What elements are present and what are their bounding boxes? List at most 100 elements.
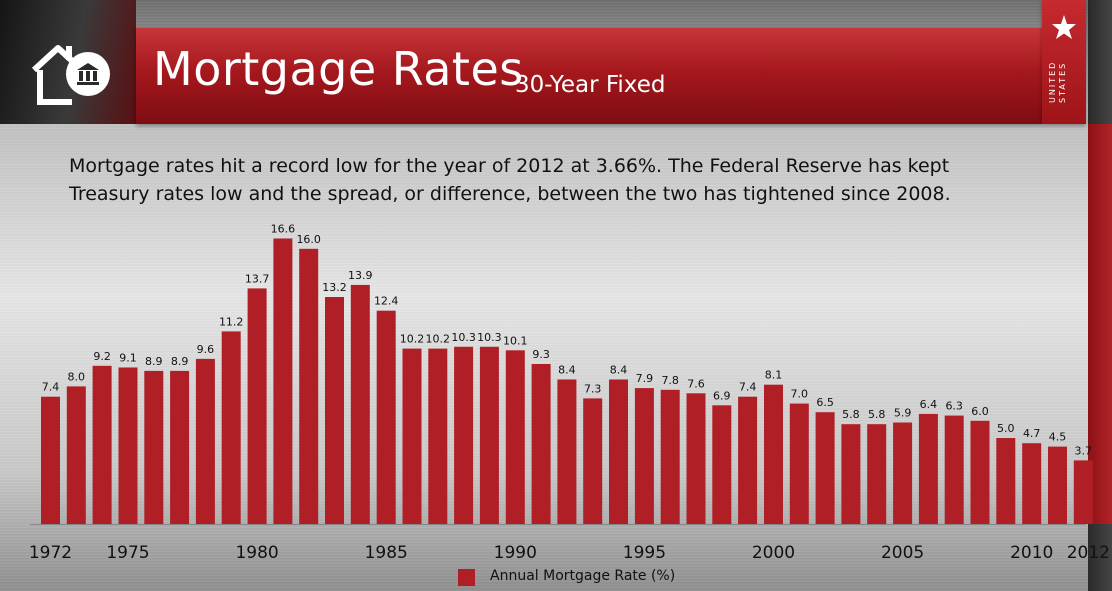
bar-2010 — [1022, 443, 1042, 524]
data-label-1999: 7.4 — [739, 381, 757, 394]
data-label-2009: 5.0 — [997, 422, 1015, 435]
data-label-2001: 7.0 — [791, 388, 809, 401]
bar-1974 — [92, 365, 112, 524]
bar-2009 — [996, 438, 1016, 524]
data-label-1998: 6.9 — [713, 389, 731, 402]
x-tick-label-1985: 1985 — [365, 543, 408, 563]
bar-1991 — [531, 364, 551, 524]
bar-1985 — [376, 310, 396, 524]
bar-1998 — [712, 405, 732, 524]
x-tick-label-1995: 1995 — [623, 543, 666, 563]
bar-1999 — [738, 396, 758, 524]
bar-1990 — [505, 350, 525, 524]
bar-1989 — [479, 346, 499, 524]
data-label-2002: 6.5 — [816, 396, 834, 409]
bar-1973 — [66, 386, 86, 524]
data-label-1974: 9.2 — [93, 350, 111, 363]
bar-1984 — [350, 284, 370, 524]
data-label-1983: 13.2 — [322, 281, 347, 294]
description-line-2: Treasury rates low and the spread, or di… — [69, 183, 951, 205]
bar-2004 — [867, 424, 887, 524]
data-label-1979: 11.2 — [219, 315, 244, 328]
page-subtitle: 30-Year Fixed — [515, 72, 666, 98]
bar-2008 — [970, 420, 990, 524]
description-text: Mortgage rates hit a record low for the … — [69, 152, 1049, 208]
data-label-1990: 10.1 — [503, 334, 528, 347]
data-label-1991: 9.3 — [532, 348, 550, 361]
bar-2012 — [1073, 460, 1093, 524]
bar-1979 — [221, 331, 241, 524]
title-banner — [136, 28, 1042, 124]
bar-2007 — [944, 415, 964, 524]
bar-2003 — [841, 424, 861, 524]
data-label-1994: 8.4 — [610, 364, 628, 377]
bar-1994 — [609, 379, 628, 524]
bar-1981 — [273, 238, 293, 524]
data-label-1972: 7.4 — [42, 381, 60, 394]
x-tick-label-2010: 2010 — [1010, 543, 1053, 563]
bar-1977 — [170, 370, 190, 524]
bar-1980 — [247, 288, 267, 524]
bar-1983 — [325, 297, 344, 524]
data-label-2003: 5.8 — [842, 408, 860, 421]
x-tick-label-2000: 2000 — [752, 543, 795, 563]
bar-2001 — [789, 403, 809, 524]
data-label-1978: 9.6 — [197, 343, 215, 356]
bar-1992 — [557, 379, 577, 524]
bar-1993 — [583, 398, 603, 524]
data-label-2005: 5.9 — [894, 407, 912, 420]
x-tick-label-1972: 1972 — [29, 543, 72, 563]
data-label-1982: 16.0 — [296, 233, 321, 246]
data-label-1985: 12.4 — [374, 295, 399, 308]
bar-1997 — [686, 393, 706, 524]
bar-1982 — [299, 248, 319, 525]
data-label-2010: 4.7 — [1023, 427, 1041, 440]
data-label-2011: 4.5 — [1049, 431, 1067, 444]
data-label-1973: 8.0 — [68, 370, 86, 383]
legend-label: Annual Mortgage Rate (%) — [490, 568, 676, 584]
data-label-1986: 10.2 — [400, 333, 425, 346]
x-tick-label-2012: 2012 — [1067, 543, 1110, 563]
data-label-2012: 3.7 — [1075, 444, 1093, 457]
data-label-2004: 5.8 — [868, 408, 886, 421]
bar-1976 — [144, 370, 164, 524]
legend-swatch — [458, 569, 475, 586]
data-label-2008: 6.0 — [971, 405, 989, 418]
description-line-1: Mortgage rates hit a record low for the … — [69, 155, 950, 177]
data-label-1975: 9.1 — [119, 352, 137, 365]
data-label-1987: 10.2 — [426, 333, 451, 346]
bar-2006 — [918, 413, 938, 524]
data-label-1996: 7.8 — [661, 374, 679, 387]
bar-2005 — [893, 422, 913, 524]
bar-1978 — [195, 358, 215, 524]
data-label-2007: 6.3 — [945, 400, 963, 413]
right-edge-red — [1088, 124, 1112, 524]
x-tick-label-1990: 1990 — [494, 543, 537, 563]
data-label-1980: 13.7 — [245, 272, 270, 285]
bar-2000 — [764, 384, 783, 524]
data-label-1997: 7.6 — [687, 377, 705, 390]
data-label-1988: 10.3 — [451, 331, 476, 344]
bar-1986 — [402, 348, 422, 524]
x-tick-label-1980: 1980 — [235, 543, 278, 563]
data-label-1995: 7.9 — [636, 372, 654, 385]
data-label-1992: 8.4 — [558, 364, 576, 377]
home-bank-icon — [31, 45, 110, 105]
x-tick-label-1975: 1975 — [106, 543, 149, 563]
bar-1975 — [118, 367, 138, 524]
bar-1995 — [634, 388, 654, 524]
page-title: Mortgage Rates — [153, 42, 524, 96]
data-label-1976: 8.9 — [145, 355, 163, 368]
data-label-1984: 13.9 — [348, 269, 373, 282]
bar-1988 — [454, 346, 474, 524]
data-label-2006: 6.4 — [920, 398, 938, 411]
data-label-1993: 7.3 — [584, 382, 602, 395]
data-label-1989: 10.3 — [477, 331, 502, 344]
bar-2011 — [1048, 446, 1067, 524]
bar-1996 — [660, 389, 680, 524]
x-tick-label-2005: 2005 — [881, 543, 924, 563]
star-icon — [1052, 15, 1076, 39]
bar-1987 — [428, 348, 448, 524]
bar-2002 — [815, 412, 835, 524]
